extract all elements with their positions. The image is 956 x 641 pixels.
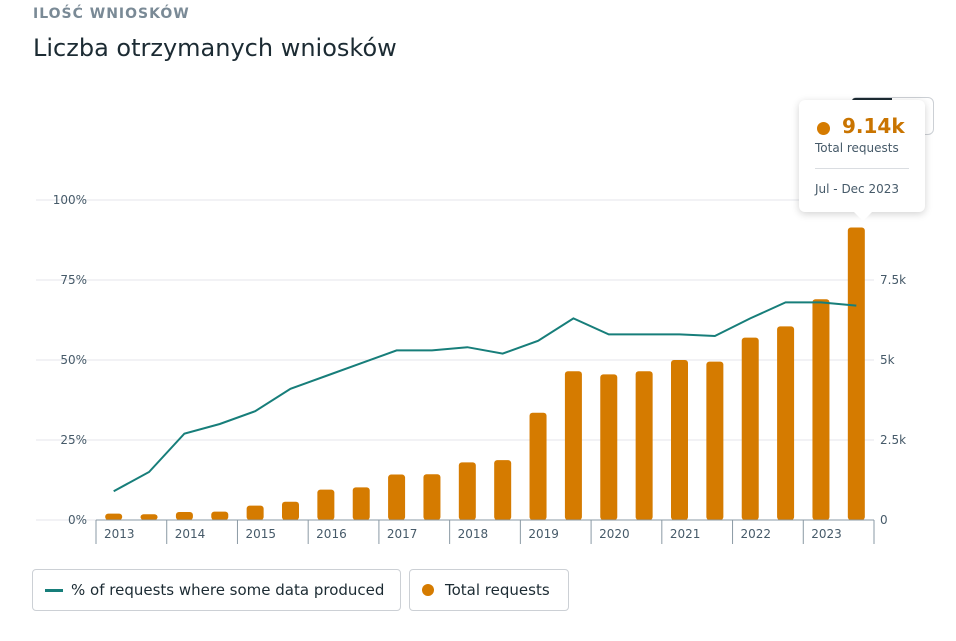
bar [317,489,335,520]
bar [352,487,370,520]
left-tick-label: 25% [60,433,87,447]
bar [671,360,688,520]
bar [564,371,582,520]
left-tick-label: 0% [68,513,87,527]
bar [458,462,476,520]
requests-chart: 0% 25% 50% 75% 100% 0 2.5k 5k 7.5k 2013 2014 2015… [36,193,906,544]
x-tick-label: 2014 [175,527,206,541]
bar [600,374,618,520]
x-tick-label: 2017 [387,527,418,541]
chart-tooltip: 9.14k Total requests Jul - Dec 2023 [799,100,925,221]
left-tick-label: 75% [60,273,87,287]
x-tick-label: 2021 [670,527,701,541]
right-axis-ticks: 0 2.5k 5k 7.5k [880,273,906,527]
series-line [113,301,857,493]
view-toggle-active-indicator [852,98,892,101]
x-tick-label: 2015 [245,527,276,541]
tooltip-divider [815,168,909,169]
tooltip-value: 9.14k [842,114,905,138]
tooltip-label: Total requests [815,141,899,155]
bar [175,512,193,520]
bar [388,474,406,520]
bar [105,513,123,520]
bar [529,412,547,520]
bars-layer [105,227,865,520]
x-tick-label: 2016 [316,527,347,541]
bar [635,371,653,520]
x-tick-label: 2013 [104,527,135,541]
line-swatch-icon [45,588,63,592]
bar [246,505,264,520]
left-axis-ticks: 0% 25% 50% 75% 100% [53,193,87,527]
bar [847,227,865,520]
right-tick-label: 0 [880,513,888,527]
bar [777,326,795,520]
bar [211,511,229,520]
tooltip-period: Jul - Dec 2023 [815,182,900,196]
right-tick-label: 2.5k [880,433,906,447]
legend-bar-label: Total requests [445,581,550,599]
bar-swatch-icon [422,584,434,596]
x-tick-label: 2019 [528,527,559,541]
right-tick-label: 5k [880,353,895,367]
tooltip-bar-dot-icon [817,122,830,135]
bar [140,514,158,520]
x-tick-label: 2023 [811,527,842,541]
legend-line-series[interactable]: % of requests where some data produced [32,569,401,611]
x-tick-label: 2018 [458,527,489,541]
bar [741,337,759,520]
legend-line-label: % of requests where some data produced [71,581,385,599]
right-tick-label: 7.5k [880,273,906,287]
x-tick-label: 2022 [741,527,772,541]
bar [423,474,441,520]
bar [812,299,830,520]
x-tick-label: 2020 [599,527,630,541]
left-tick-label: 100% [53,193,87,207]
bar [494,460,512,520]
section-label: ILOŚĆ WNIOSKÓW [33,6,190,22]
x-axis: 2013 2014 2015 2016 2017 2018 2019 2020 2021 2022… [95,519,875,544]
page-title: Liczba otrzymanych wniosków [33,34,397,62]
legend-bar-series[interactable]: Total requests [409,569,569,611]
bar [706,361,724,520]
line-layer [113,301,857,493]
bar [282,501,299,520]
left-tick-label: 50% [60,353,87,367]
